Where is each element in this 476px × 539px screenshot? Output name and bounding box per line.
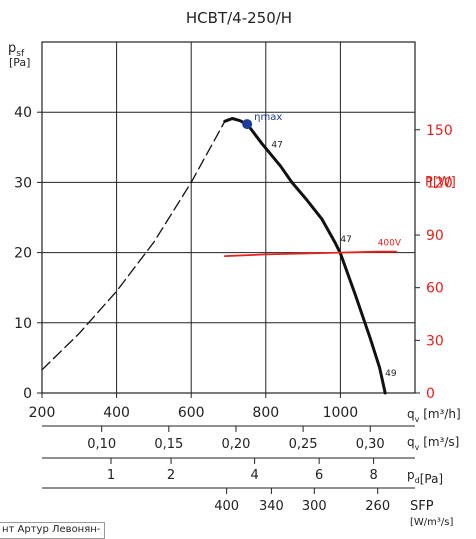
y-tick-label: 10 bbox=[14, 316, 32, 332]
scale-label-pd: pd[Pa] bbox=[407, 468, 443, 486]
scale-tick-label: 300 bbox=[302, 499, 327, 514]
y-tick-label: 30 bbox=[14, 175, 32, 191]
scale-tick-label: 4 bbox=[250, 468, 258, 483]
x-axis-label: qv [m³/h] bbox=[407, 407, 461, 424]
secondary-scales: 0,10 0,15 0,20 0,25 0,30 1 2 4 6 8 400 340 300 260 bbox=[42, 425, 415, 514]
scale-tick-label: 0,20 bbox=[221, 437, 250, 452]
y-tick-label: 40 bbox=[14, 105, 32, 121]
power-tick-label: 60 bbox=[426, 281, 444, 297]
pressure-curve-line bbox=[223, 117, 387, 395]
scale-label-m3s: qv [m³/s] bbox=[407, 435, 459, 452]
scale-label-sfp: SFP bbox=[410, 499, 434, 514]
efficiency-label: 47 bbox=[271, 140, 282, 150]
power-axis-label: P[W] bbox=[425, 175, 456, 190]
power-tick-label: 150 bbox=[426, 123, 453, 139]
curves bbox=[41, 117, 398, 395]
power-curve-line bbox=[223, 250, 398, 257]
plot-frame bbox=[41, 41, 416, 394]
scale-tick-label: 340 bbox=[259, 499, 284, 514]
scale-tick-label: 0,10 bbox=[87, 437, 116, 452]
y-axis-label-main: p bbox=[8, 41, 16, 56]
scale-tick-label: 0,25 bbox=[289, 437, 318, 452]
scale-tick-label: 6 bbox=[315, 468, 323, 483]
y-axis-label: psf [Pa] bbox=[8, 41, 30, 69]
x-tick-label: 800 bbox=[252, 405, 279, 421]
x-axis-ticks: 200 400 600 800 1000 bbox=[29, 393, 359, 421]
scale-tick-label: 400 bbox=[214, 499, 239, 514]
scale-tick-label: 0,15 bbox=[154, 437, 183, 452]
eta-max-label: ηmax bbox=[254, 112, 282, 123]
eta-max-marker bbox=[242, 119, 253, 130]
power-axis-ticks: 0 30 60 90 120 150 bbox=[415, 123, 453, 402]
y-axis-label-sub: sf bbox=[16, 49, 25, 59]
curve-annotations: ηmax 47 47 49 400V bbox=[242, 112, 402, 379]
y-axis-unit: [Pa] bbox=[9, 56, 30, 69]
y-tick-label: 20 bbox=[14, 246, 32, 262]
svg-text:psf: psf bbox=[8, 41, 25, 59]
power-tick-label: 120 bbox=[426, 175, 453, 191]
voltage-label: 400V bbox=[378, 239, 402, 249]
scale-tick-label: 8 bbox=[369, 468, 377, 483]
efficiency-label: 49 bbox=[385, 369, 397, 379]
scale-tick-label: 1 bbox=[107, 468, 115, 483]
x-tick-label: 400 bbox=[103, 405, 130, 421]
power-tick-label: 0 bbox=[426, 386, 435, 402]
footer-tag: нт Артур Левонян- bbox=[0, 522, 106, 539]
scale-tick-label: 2 bbox=[167, 468, 175, 483]
scale-tick-label: 0,30 bbox=[356, 437, 385, 452]
unstable-range-dashed-line bbox=[41, 120, 226, 371]
y-tick-label: 0 bbox=[23, 386, 32, 402]
chart-title: HCBT/4-250/H bbox=[186, 9, 292, 27]
x-tick-label: 600 bbox=[178, 405, 205, 421]
x-tick-label: 1000 bbox=[323, 405, 359, 421]
x-tick-label: 200 bbox=[29, 405, 56, 421]
scale-tick-label: 260 bbox=[365, 499, 390, 514]
scale-unit-sfp: [W/m³/s] bbox=[410, 517, 453, 528]
power-tick-label: 30 bbox=[426, 333, 444, 349]
efficiency-label: 47 bbox=[340, 235, 351, 245]
power-tick-label: 90 bbox=[426, 228, 444, 244]
plot-grid bbox=[41, 41, 416, 394]
y-axis-ticks: 0 10 20 30 40 bbox=[14, 105, 42, 402]
